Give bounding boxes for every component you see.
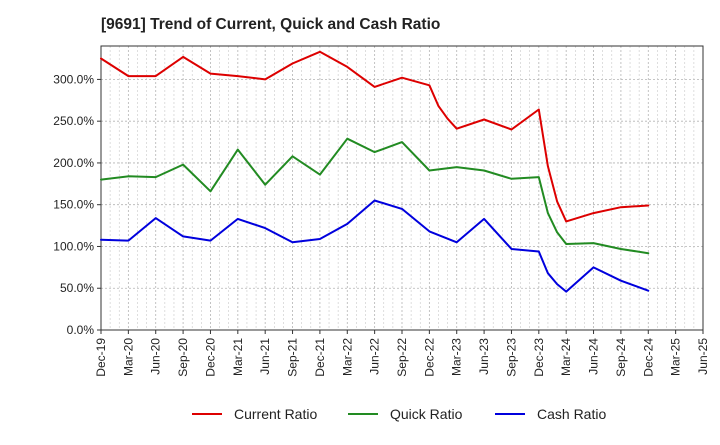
quick-ratio-line: [100, 137, 650, 255]
x-tick-label: Dec-24: [641, 338, 655, 377]
legend-item-quick-ratio: Quick Ratio: [348, 406, 463, 422]
x-tick-label: Jun-24: [587, 338, 601, 375]
cash-ratio-line: [100, 199, 650, 293]
x-tick-label: Dec-19: [94, 338, 108, 377]
x-tick-label: Mar-25: [669, 338, 683, 376]
chart-title: [9691] Trend of Current, Quick and Cash …: [101, 16, 440, 33]
x-tick-label: Sep-24: [614, 338, 628, 377]
x-tick-label: Mar-21: [231, 338, 245, 376]
y-tick-label: 200.0%: [53, 156, 94, 170]
y-tick-label: 250.0%: [53, 114, 94, 128]
axis-layer: 0.0% 50.0% 100.0% 150.0% 200.0% 250.0% 300.0% D…: [53, 45, 710, 377]
x-tick-label: Jun-23: [477, 338, 491, 375]
x-tick-label: Sep-21: [286, 338, 300, 377]
y-tick-label: 0.0%: [67, 323, 95, 337]
x-tick-label: Jun-20: [149, 338, 163, 375]
legend-label: Current Ratio: [234, 406, 317, 422]
series-layer: [100, 50, 650, 293]
current-ratio-line: [100, 50, 650, 223]
x-tick-label: Mar-23: [450, 338, 464, 376]
y-tick-label: 150.0%: [53, 198, 94, 212]
x-tick-label: Jun-22: [368, 338, 382, 375]
x-tick-label: Jun-21: [258, 338, 272, 375]
legend-label: Cash Ratio: [537, 406, 606, 422]
x-tick-label: Mar-24: [559, 338, 573, 376]
x-tick-label: Sep-23: [504, 338, 518, 377]
y-tick-label: 100.0%: [53, 239, 94, 253]
y-tick-label: 50.0%: [60, 281, 94, 295]
x-tick-label: Dec-21: [313, 338, 327, 377]
plot-frame: [100, 45, 704, 331]
legend-item-cash-ratio: Cash Ratio: [495, 406, 606, 422]
x-tick-label: Dec-22: [422, 338, 436, 377]
grid-layer: [100, 46, 704, 331]
y-tick-label: 300.0%: [53, 72, 94, 86]
x-tick-label: Sep-20: [176, 338, 190, 377]
x-tick-label: Jun-25: [696, 338, 710, 375]
x-tick-label: Sep-22: [395, 338, 409, 377]
legend-item-current-ratio: Current Ratio: [192, 406, 317, 422]
legend-label: Quick Ratio: [390, 406, 463, 422]
x-tick-label: Mar-20: [121, 338, 135, 376]
legend: Current Ratio Quick Ratio Cash Ratio: [192, 406, 606, 422]
x-tick-label: Dec-20: [203, 338, 217, 377]
x-tick-label: Dec-23: [532, 338, 546, 377]
x-tick-label: Mar-22: [340, 338, 354, 376]
